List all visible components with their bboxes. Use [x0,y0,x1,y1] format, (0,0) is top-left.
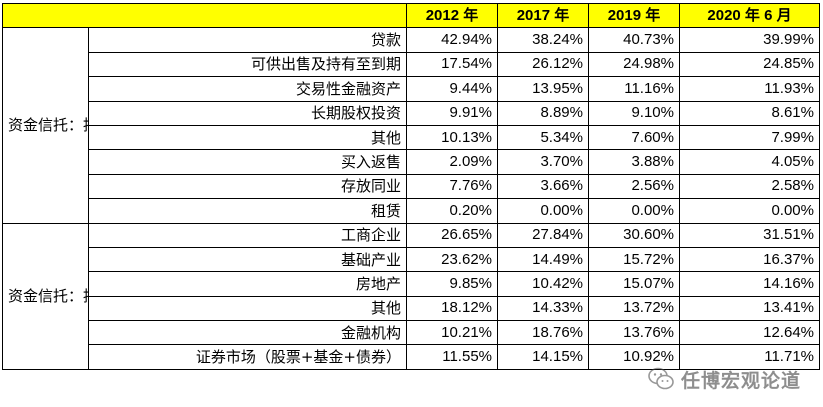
table-row: 存放同业 7.76% 3.66% 2.56% 2.58% [3,173,820,200]
cell-2019: 15.07% [588,271,680,297]
cell-2012: 17.54% [406,51,498,78]
table-row: 证券市场（股票+基金+债券） 11.55% 14.15% 10.92% 11.7… [3,344,820,370]
cell-2012: 26.65% [406,222,498,248]
row-label: 基础产业 [88,246,407,273]
header-2012: 2012 年 [406,2,498,29]
cell-2017: 38.24% [497,27,589,53]
cell-2019: 9.10% [588,100,680,126]
table-row: 其他 10.13% 5.34% 7.60% 7.99% [3,124,820,151]
cell-2020-06: 24.85% [679,51,820,78]
cell-2020-06: 8.61% [679,100,820,126]
cell-2020-06: 0.00% [679,198,820,224]
header-2019: 2019 年 [588,2,680,29]
header-blank-cell [2,2,407,29]
cell-2017: 8.89% [497,100,589,126]
table-row: 金融机构 10.21% 18.76% 13.76% 12.64% [3,320,820,346]
cell-2019: 13.76% [588,320,680,346]
cell-2019: 15.72% [588,246,680,273]
cell-2017: 14.49% [497,246,589,273]
cell-2012: 9.85% [406,271,498,297]
cell-2019: 24.98% [588,51,680,78]
row-label: 其他 [88,124,407,151]
cell-2020-06: 13.41% [679,295,820,322]
cell-2020-06: 2.58% [679,173,820,200]
cell-2019: 0.00% [588,198,680,224]
cell-2017: 18.76% [497,320,589,346]
cell-2012: 42.94% [406,27,498,53]
cell-2012: 9.91% [406,100,498,126]
cell-2017: 14.33% [497,295,589,322]
table-row: 资金信托：按投向 工商企业 26.65% 27.84% 30.60% 31.51… [2,222,820,370]
table-row: 房地产 9.85% 10.42% 15.07% 14.16% [3,271,820,297]
cell-2020-06: 16.37% [679,246,820,273]
cell-2012: 9.44% [406,76,498,102]
cell-2020-06: 31.51% [679,222,820,248]
cell-2017: 27.84% [497,222,589,248]
cell-2020-06: 14.16% [679,271,820,297]
header-2020-06: 2020 年 6 月 [679,2,820,29]
cell-2019: 7.60% [588,124,680,151]
cell-2012: 0.20% [406,198,498,224]
cell-2019: 3.88% [588,149,680,175]
row-label: 证券市场（股票+基金+债券） [88,344,407,370]
cell-2012: 10.21% [406,320,498,346]
cell-2020-06: 12.64% [679,320,820,346]
row-label: 买入返售 [88,149,407,175]
table-row: 基础产业 23.62% 14.49% 15.72% 16.37% [3,246,820,273]
cell-2012: 18.12% [406,295,498,322]
header-row: 2012 年 2017 年 2019 年 2020 年 6 月 [2,2,820,29]
cell-2020-06: 39.99% [679,27,820,53]
cell-2017: 3.66% [497,173,589,200]
cell-2019: 30.60% [588,222,680,248]
cell-2012: 10.13% [406,124,498,151]
cell-2020-06: 7.99% [679,124,820,151]
row-label: 其他 [88,295,407,322]
table-row: 可供出售及持有至到期 17.54% 26.12% 24.98% 24.85% [3,51,820,78]
table-row: 其他 18.12% 14.33% 13.72% 13.41% [3,295,820,322]
group-label-usage: 资金信托：按运用方式 [2,27,89,224]
allocation-table: 2012 年 2017 年 2019 年 2020 年 6 月 资金信托：按运用… [2,2,820,370]
row-label: 可供出售及持有至到期 [88,51,407,78]
row-label: 存放同业 [88,173,407,200]
cell-2019: 11.16% [588,76,680,102]
table-row: 资金信托：按运用方式 贷款 42.94% 38.24% 40.73% 39.99… [2,27,820,224]
row-label: 长期股权投资 [88,100,407,126]
cell-2020-06: 11.93% [679,76,820,102]
group-label-direction: 资金信托：按投向 [2,222,89,370]
cell-2017: 13.95% [497,76,589,102]
cell-2019: 40.73% [588,27,680,53]
cell-2019: 13.72% [588,295,680,322]
cell-2017: 5.34% [497,124,589,151]
cell-2017: 26.12% [497,51,589,78]
table-row: 买入返售 2.09% 3.70% 3.88% 4.05% [3,149,820,175]
cell-2012: 2.09% [406,149,498,175]
row-label: 工商企业 [88,222,407,248]
cell-2017: 3.70% [497,149,589,175]
cell-2020-06: 4.05% [679,149,820,175]
cell-2019: 2.56% [588,173,680,200]
table-row: 租赁 0.20% 0.00% 0.00% 0.00% [3,198,820,224]
row-label: 房地产 [88,271,407,297]
cell-2019: 10.92% [588,344,680,370]
cell-2012: 7.76% [406,173,498,200]
header-2017: 2017 年 [497,2,589,29]
cell-2017: 14.15% [497,344,589,370]
table-row: 长期股权投资 9.91% 8.89% 9.10% 8.61% [3,100,820,126]
cell-2017: 10.42% [497,271,589,297]
cell-2017: 0.00% [497,198,589,224]
table-row: 交易性金融资产 9.44% 13.95% 11.16% 11.93% [3,76,820,102]
cell-2012: 23.62% [406,246,498,273]
row-label: 金融机构 [88,320,407,346]
row-label: 租赁 [88,198,407,224]
row-label: 交易性金融资产 [88,76,407,102]
row-label: 贷款 [88,27,407,53]
cell-2020-06: 11.71% [679,344,820,370]
cell-2012: 11.55% [406,344,498,370]
